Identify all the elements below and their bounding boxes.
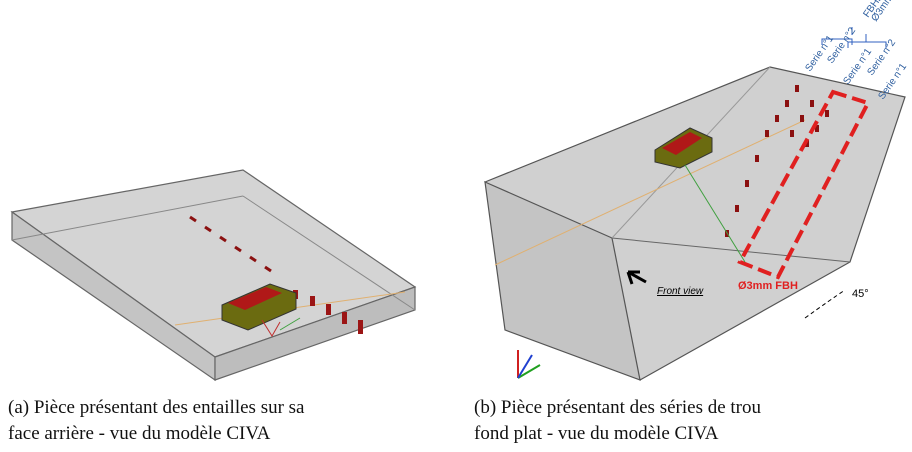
caption-a: (a) Pièce présentant des entailles sur s… bbox=[8, 395, 305, 447]
caption-line: face arrière - vue du modèle CIVA bbox=[8, 421, 305, 447]
caption-line: fond plat - vue du modèle CIVA bbox=[474, 421, 761, 447]
front-view-label: Front view bbox=[657, 286, 704, 297]
caption-b: (b) Pièce présentant des séries de trou … bbox=[474, 395, 761, 447]
caption-line: (a) Pièce présentant des entailles sur s… bbox=[8, 395, 305, 421]
caption-line: (b) Pièce présentant des séries de trou bbox=[474, 395, 761, 421]
angle-label: 45° bbox=[852, 288, 869, 300]
fbh-label: Ø3mm FBH bbox=[738, 280, 798, 292]
figure: Front view Ø3mm FBH 45° Serie n°1Serie n… bbox=[0, 0, 912, 452]
render-a bbox=[12, 170, 415, 380]
